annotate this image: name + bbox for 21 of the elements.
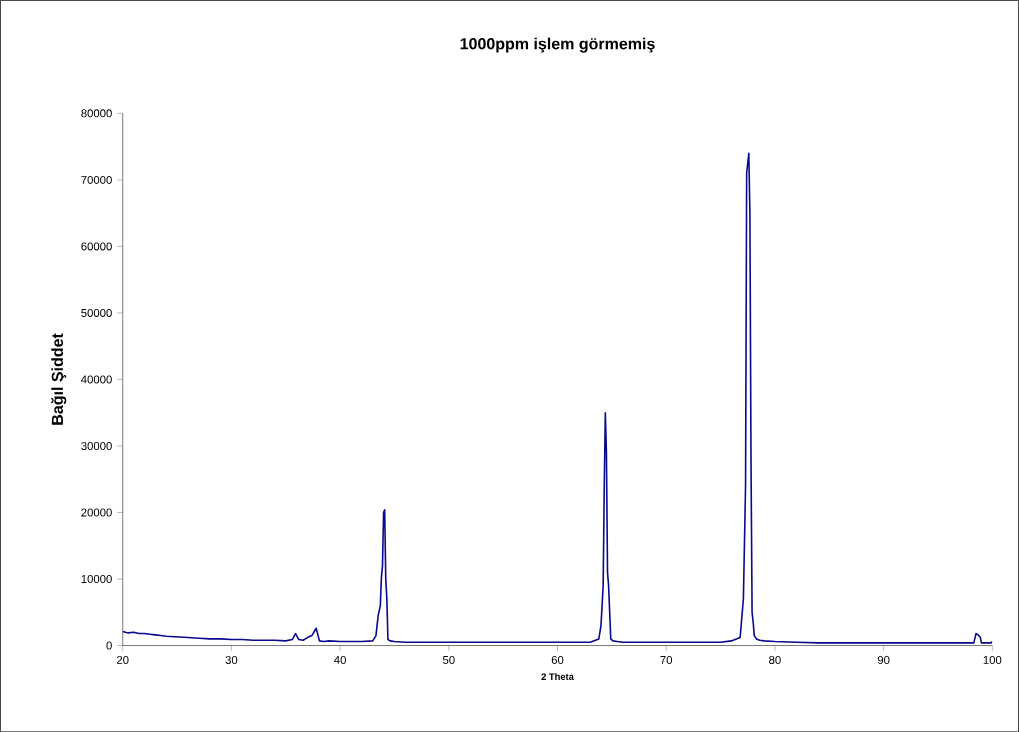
- x-tick-label: 30: [225, 655, 238, 664]
- y-tick-label: 80000: [81, 109, 112, 118]
- y-axis-title: Bağıl Şiddet: [51, 333, 67, 425]
- x-tick-label: 100: [983, 655, 1002, 664]
- y-tick-label: 60000: [81, 242, 112, 251]
- x-tick-label: 60: [551, 655, 564, 664]
- x-tick-label: 40: [334, 655, 346, 664]
- y-tick-label: 40000: [81, 375, 112, 384]
- x-axis-title: 2 Theta: [541, 673, 574, 680]
- x-tick-label: 90: [877, 655, 890, 664]
- y-tick-label: 30000: [81, 441, 112, 450]
- y-tick-label: 70000: [81, 175, 112, 184]
- y-tick-label: 0: [106, 641, 112, 650]
- y-tick-label: 20000: [81, 508, 112, 517]
- y-tick-label: 10000: [81, 574, 112, 583]
- x-tick-label: 50: [442, 655, 455, 664]
- x-tick-label: 80: [769, 655, 781, 664]
- x-tick-label: 20: [116, 655, 129, 664]
- chart-title: 1000ppm işlem görmemiş: [460, 37, 655, 53]
- x-tick-label: 70: [660, 655, 673, 664]
- y-tick-label: 50000: [81, 308, 112, 317]
